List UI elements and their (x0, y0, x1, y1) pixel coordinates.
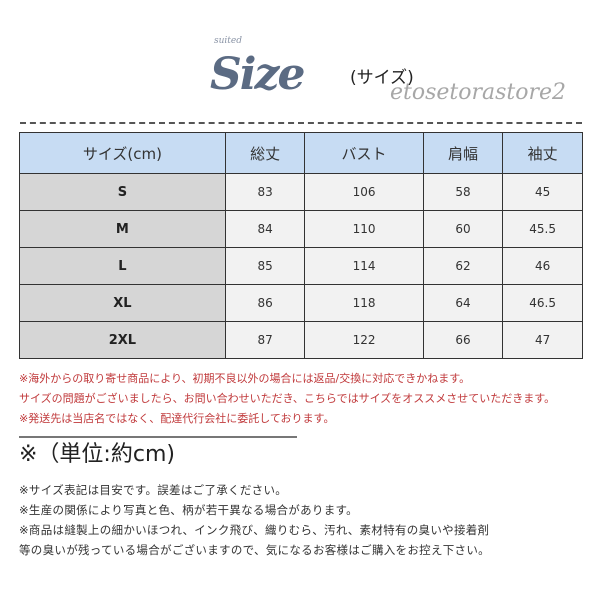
value-cell: 47 (502, 321, 583, 359)
value-cell: 122 (304, 321, 424, 359)
column-header: バスト (304, 132, 424, 174)
note: ※生産の関係により写真と色、柄が若干異なる場合があります。 (19, 503, 358, 517)
red-note: ※海外からの取り寄せ商品により、初期不良以外の場合には返品/交換に対応できかねま… (19, 372, 471, 385)
value-cell: 114 (304, 247, 424, 285)
value-cell: 87 (224, 321, 306, 359)
size-cell: XL (19, 284, 226, 322)
table-row: XL 86 118 64 46.5 (19, 284, 583, 322)
value-cell: 83 (224, 173, 306, 211)
size-cell: S (19, 173, 226, 211)
divider (19, 436, 297, 438)
note: ※サイズ表記は目安です。誤差はご了承ください。 (19, 483, 288, 497)
value-cell: 106 (304, 173, 424, 211)
value-cell: 45.5 (502, 210, 583, 248)
note: ※商品は縫製上の細かいほつれ、インク飛び、織りむら、汚れ、素材特有の臭いや接着剤 (19, 523, 490, 537)
unit-label: ※（単位:約cm) (19, 442, 175, 467)
value-cell: 86 (224, 284, 306, 322)
column-header: 袖丈 (502, 132, 583, 174)
note: 等の臭いが残っている場合がございますので、気になるお客様はご購入をお控え下さい。 (19, 543, 490, 557)
title-small: suited (214, 36, 242, 46)
value-cell: 110 (304, 210, 424, 248)
column-header: サイズ(cm) (19, 132, 226, 174)
value-cell: 118 (304, 284, 424, 322)
column-header: 肩幅 (422, 132, 504, 174)
size-cell: M (19, 210, 226, 248)
size-title: suited Size (サイズ) (200, 36, 460, 106)
value-cell: 46.5 (502, 284, 583, 322)
title-sub: (サイズ) (350, 68, 414, 88)
value-cell: 66 (422, 321, 504, 359)
value-cell: 60 (422, 210, 504, 248)
table-row: 2XL 87 122 66 47 (19, 321, 583, 359)
size-table: サイズ(cm) 総丈 バスト 肩幅 袖丈 S 83 106 58 45 M 84 110 60 45.5 L… (19, 132, 583, 359)
red-note: ※発送先は当店名ではなく、配達代行会社に委託しております。 (19, 412, 335, 425)
title-main: Size (210, 49, 305, 100)
dashed-divider (20, 122, 582, 124)
value-cell: 45 (502, 173, 583, 211)
size-cell: 2XL (19, 321, 226, 359)
red-note: サイズの問題がございましたら、お問い合わせいただき、こちらではサイズをオススメさ… (19, 392, 556, 405)
column-header: 総丈 (224, 132, 306, 174)
watermark: etosetorastore2 (390, 80, 567, 105)
value-cell: 85 (224, 247, 306, 285)
size-cell: L (19, 247, 226, 285)
table-row: L 85 114 62 46 (19, 247, 583, 285)
table-row: S 83 106 58 45 (19, 173, 583, 211)
table-row: M 84 110 60 45.5 (19, 210, 583, 248)
header-row: サイズ(cm) 総丈 バスト 肩幅 袖丈 (19, 132, 583, 174)
value-cell: 84 (224, 210, 306, 248)
value-cell: 64 (422, 284, 504, 322)
value-cell: 46 (502, 247, 583, 285)
value-cell: 58 (422, 173, 504, 211)
value-cell: 62 (422, 247, 504, 285)
